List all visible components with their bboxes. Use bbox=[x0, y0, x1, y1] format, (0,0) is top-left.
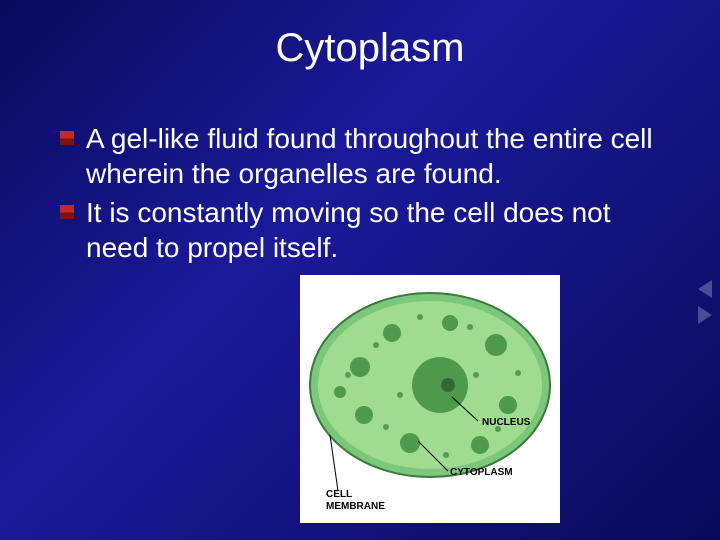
bullet-list: A gel-like fluid found throughout the en… bbox=[60, 121, 680, 265]
bullet-text: A gel-like fluid found throughout the en… bbox=[86, 123, 653, 189]
list-item: A gel-like fluid found throughout the en… bbox=[60, 121, 680, 191]
bullet-text: It is constantly moving so the cell does… bbox=[86, 197, 611, 263]
svg-text:MEMBRANE: MEMBRANE bbox=[326, 501, 385, 512]
svg-text:CELL: CELL bbox=[326, 489, 352, 500]
next-arrow-icon[interactable] bbox=[698, 306, 712, 324]
bullet-icon bbox=[60, 131, 74, 145]
svg-text:CYTOPLASM: CYTOPLASM bbox=[450, 467, 513, 478]
nav-arrows bbox=[698, 280, 720, 328]
svg-text:NUCLEUS: NUCLEUS bbox=[482, 417, 531, 428]
slide-title: Cytoplasm bbox=[60, 26, 680, 71]
cell-svg: NUCLEUS CYTOPLASM CELLMEMBRANE bbox=[300, 275, 560, 523]
prev-arrow-icon[interactable] bbox=[698, 280, 712, 298]
list-item: It is constantly moving so the cell does… bbox=[60, 195, 680, 265]
cell-diagram: NUCLEUS CYTOPLASM CELLMEMBRANE bbox=[300, 275, 560, 523]
slide: Cytoplasm A gel-like fluid found through… bbox=[0, 0, 720, 540]
bullet-icon bbox=[60, 205, 74, 219]
